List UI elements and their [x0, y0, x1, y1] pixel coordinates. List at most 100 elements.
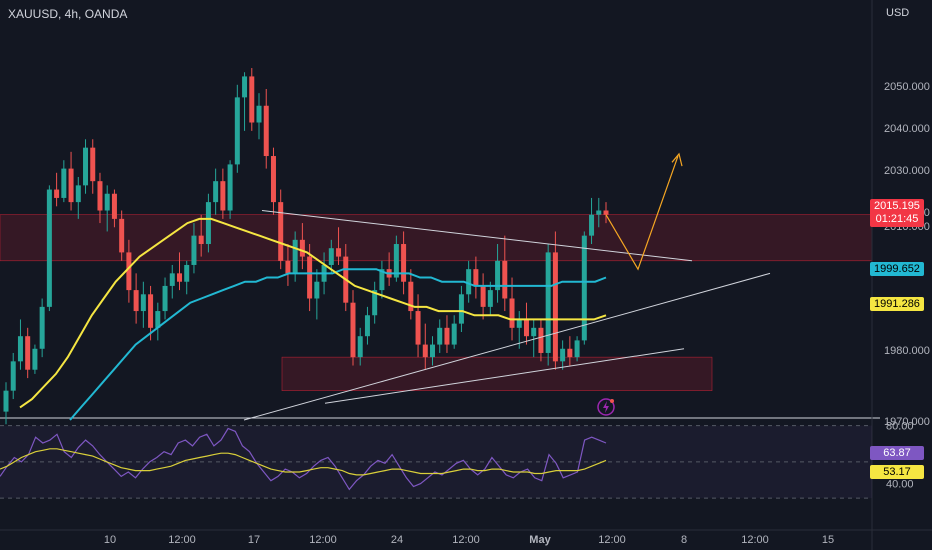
candle	[430, 344, 436, 358]
candle	[256, 105, 262, 123]
candle	[140, 294, 146, 312]
rsi-pane	[0, 425, 872, 499]
projection-arrowhead	[671, 152, 683, 167]
candle	[213, 181, 219, 203]
lightning-event-icon[interactable]	[597, 398, 615, 416]
candle	[458, 294, 464, 324]
support-zone	[281, 356, 713, 391]
candle	[162, 285, 168, 312]
candle	[75, 185, 81, 203]
candle	[285, 260, 291, 274]
candle	[437, 327, 443, 345]
ascending-trendline[interactable]	[243, 272, 771, 421]
rsi-ma-line	[0, 448, 607, 476]
candle	[523, 319, 529, 337]
time-tick-label: 12:00	[168, 534, 196, 546]
candle	[184, 264, 190, 282]
time-tick-label: May	[529, 534, 551, 546]
time-tick-label: 10	[104, 534, 116, 546]
candle	[169, 273, 175, 286]
candle	[10, 361, 16, 391]
price-tick-label: 2050.000	[884, 81, 930, 93]
candle	[372, 290, 378, 316]
ma-fast-line	[19, 217, 607, 409]
candle	[83, 147, 89, 186]
rsi-tick-label: 80.00	[886, 421, 914, 433]
candle	[444, 327, 450, 345]
candlestick-series	[3, 68, 609, 425]
candle	[54, 189, 60, 198]
candle	[589, 214, 595, 236]
time-tick-label: 8	[681, 534, 687, 546]
candle	[495, 260, 501, 291]
price-tick-label: 1970.000	[884, 416, 930, 428]
rsi-value-tag: 63.87	[870, 446, 924, 460]
time-tick-label: 15	[822, 534, 834, 546]
candle	[560, 348, 566, 362]
time-tick-label: 12:00	[309, 534, 337, 546]
candle	[126, 252, 132, 291]
candle	[205, 202, 211, 245]
candle	[220, 181, 226, 211]
candle	[270, 156, 276, 203]
candle	[242, 76, 248, 98]
candle	[350, 302, 356, 358]
candle	[176, 273, 182, 282]
candle	[466, 269, 472, 295]
candle	[567, 348, 573, 358]
candle	[111, 193, 117, 219]
candle	[451, 323, 457, 345]
candle	[379, 269, 385, 291]
candle	[263, 105, 269, 157]
candle	[46, 189, 52, 307]
candle	[307, 256, 313, 299]
price-tick-label: 2030.000	[884, 165, 930, 177]
candle	[480, 285, 486, 307]
candle	[198, 235, 204, 245]
ma-slow-line	[69, 268, 607, 421]
candle	[292, 239, 298, 274]
candle	[538, 327, 544, 353]
candle	[68, 168, 74, 203]
candle	[314, 281, 320, 299]
price-tick-label: 2040.000	[884, 123, 930, 135]
candle	[502, 260, 508, 299]
candle	[393, 244, 399, 278]
candle	[596, 210, 602, 215]
time-tick-label: 12:00	[741, 534, 769, 546]
candle	[3, 390, 9, 412]
descending-trendline[interactable]	[261, 210, 693, 262]
candle	[39, 306, 45, 349]
candle	[191, 235, 197, 265]
candle	[278, 202, 284, 261]
candle	[32, 348, 38, 370]
candle	[336, 248, 342, 257]
rsi-ma-value-tag: 53.17	[870, 465, 924, 479]
candle	[545, 252, 551, 353]
time-tick-label: 12:00	[598, 534, 626, 546]
candle	[133, 290, 139, 312]
currency-label: USD	[886, 7, 910, 19]
candle	[581, 235, 587, 341]
rsi-line	[0, 427, 607, 491]
candle	[249, 76, 255, 123]
candle	[357, 336, 363, 358]
ma-slow-price-tag: 1999.652	[870, 262, 924, 276]
projection-path[interactable]	[605, 155, 679, 271]
candle	[401, 244, 407, 282]
candle	[234, 97, 240, 165]
candle	[516, 319, 522, 328]
candle	[227, 164, 233, 211]
time-tick-label: 17	[248, 534, 260, 546]
price-tick-label: 1980.000	[884, 345, 930, 357]
candle	[25, 336, 31, 370]
candle	[97, 181, 103, 211]
candle	[61, 168, 67, 198]
candle	[148, 294, 154, 328]
candle	[603, 210, 609, 215]
candle	[299, 239, 305, 257]
candle	[552, 252, 558, 362]
support-trendline[interactable]	[324, 348, 685, 404]
notification-dot	[610, 399, 614, 403]
